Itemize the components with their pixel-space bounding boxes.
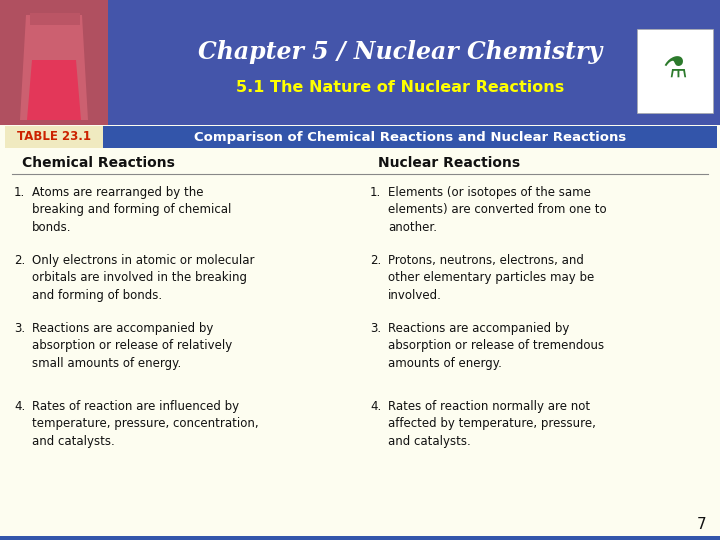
Bar	[103, 126, 717, 148]
Polygon shape	[27, 60, 81, 120]
Text: 4.: 4.	[14, 400, 25, 413]
Bar	[0, 0, 720, 125]
Text: 2.: 2.	[14, 254, 25, 267]
Text: 3.: 3.	[370, 322, 381, 335]
Polygon shape	[20, 15, 88, 120]
Text: Protons, neutrons, electrons, and
other elementary particles may be
involved.: Protons, neutrons, electrons, and other …	[388, 254, 594, 302]
Text: Chemical Reactions: Chemical Reactions	[22, 156, 175, 170]
Bar	[30, 13, 80, 25]
Text: Rates of reaction are influenced by
temperature, pressure, concentration,
and ca: Rates of reaction are influenced by temp…	[32, 400, 258, 448]
Text: Chapter 5 / Nuclear Chemistry: Chapter 5 / Nuclear Chemistry	[198, 40, 602, 64]
Text: Reactions are accompanied by
absorption or release of tremendous
amounts of ener: Reactions are accompanied by absorption …	[388, 322, 604, 370]
Bar	[637, 29, 713, 113]
Text: 7: 7	[696, 517, 706, 532]
Text: 5.1 The Nature of Nuclear Reactions: 5.1 The Nature of Nuclear Reactions	[236, 80, 564, 96]
Text: TABLE 23.1: TABLE 23.1	[17, 131, 91, 144]
Text: ⚗: ⚗	[662, 56, 688, 84]
Bar	[0, 0, 108, 125]
Text: Elements (or isotopes of the same
elements) are converted from one to
another.: Elements (or isotopes of the same elemen…	[388, 186, 607, 234]
Bar	[0, 125, 720, 540]
Text: 4.: 4.	[370, 400, 382, 413]
Bar	[5, 126, 103, 148]
Text: Comparison of Chemical Reactions and Nuclear Reactions: Comparison of Chemical Reactions and Nuc…	[194, 131, 626, 144]
Text: 1.: 1.	[370, 186, 382, 199]
Text: 3.: 3.	[14, 322, 25, 335]
Bar	[0, 536, 720, 540]
Text: Only electrons in atomic or molecular
orbitals are involved in the breaking
and : Only electrons in atomic or molecular or…	[32, 254, 254, 302]
Text: Atoms are rearranged by the
breaking and forming of chemical
bonds.: Atoms are rearranged by the breaking and…	[32, 186, 231, 234]
Text: 1.: 1.	[14, 186, 25, 199]
Text: Rates of reaction normally are not
affected by temperature, pressure,
and cataly: Rates of reaction normally are not affec…	[388, 400, 596, 448]
Text: 2.: 2.	[370, 254, 382, 267]
Text: Nuclear Reactions: Nuclear Reactions	[378, 156, 520, 170]
Text: Reactions are accompanied by
absorption or release of relatively
small amounts o: Reactions are accompanied by absorption …	[32, 322, 233, 370]
